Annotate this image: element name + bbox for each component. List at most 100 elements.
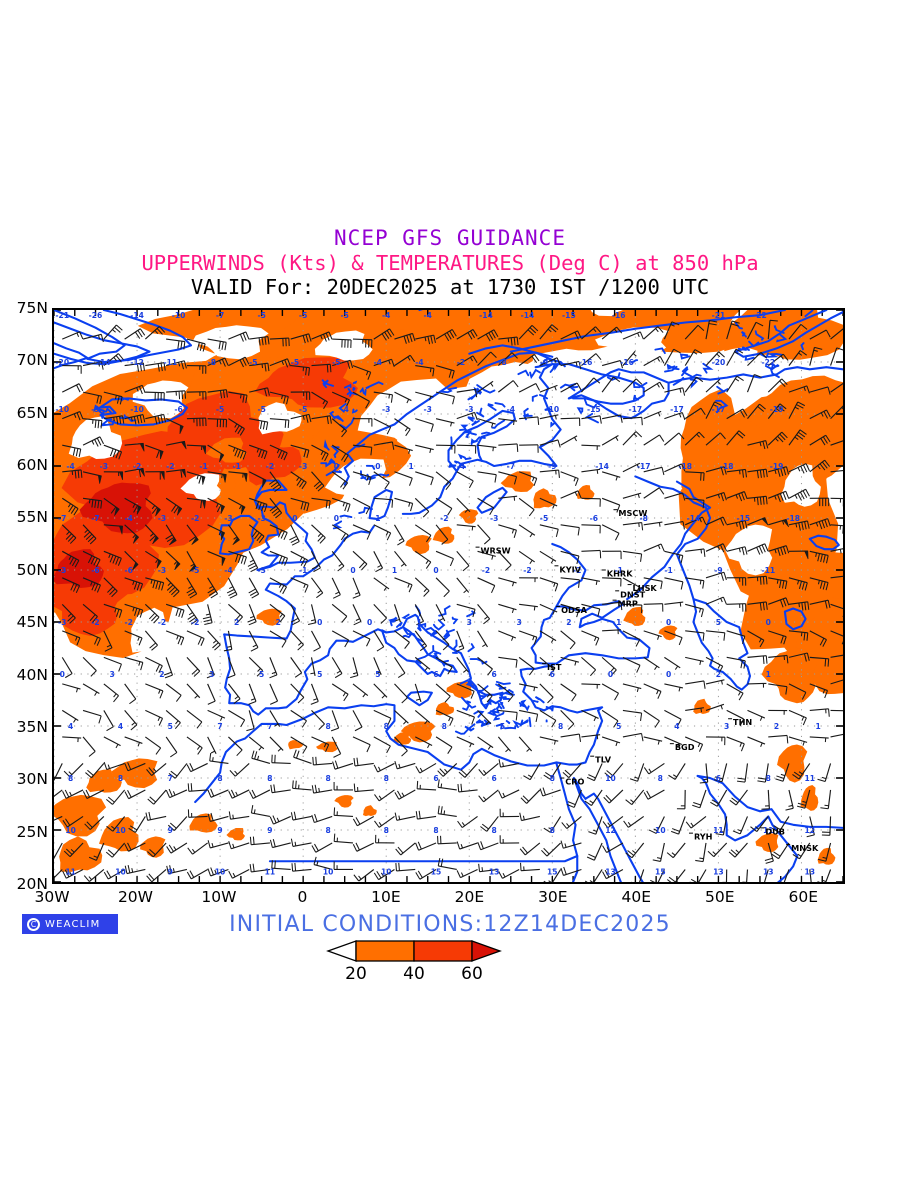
colorbar-segment-below-20[interactable] (326, 940, 357, 962)
temperature-value: -22 (753, 311, 767, 320)
lat-tick-65N: 65N (16, 403, 48, 422)
lon-tick-20E: 20E (454, 888, 485, 906)
temperature-value: 12 (805, 826, 816, 835)
temperature-value: -5 (299, 311, 307, 320)
temperature-value: 2 (566, 618, 571, 627)
city-label-khrk: KHRK (607, 568, 633, 578)
temperature-value: 0 (666, 670, 671, 679)
weaclim-logo: C WEACLIM (22, 914, 118, 934)
temperature-value: 8 (325, 826, 330, 835)
temperature-value: 5 (259, 670, 264, 679)
temperature-value: -6 (174, 405, 182, 414)
temperature-value: -8 (498, 358, 506, 367)
temperature-labels: -21 -26 -14 -10 -7 -5 -5 -5 -4 -4 -14 -14 -15 -16 -21-… (55, 311, 820, 876)
temperature-value: 10 (115, 868, 126, 877)
temperature-value: 0 (375, 462, 380, 471)
temperature-value: 10 (381, 868, 392, 877)
city-label-dnst: DNST (620, 589, 645, 599)
temperature-value: -26 (89, 311, 103, 320)
city-label-ist: IST (547, 662, 562, 672)
temperature-value: 5 (317, 670, 322, 679)
colorbar-segment-above-60[interactable] (471, 940, 502, 962)
temperature-value: -2 (133, 462, 141, 471)
temperature-value: 8 (325, 774, 330, 783)
temperature-value: 5 (716, 618, 721, 627)
temperature-value: -3 (257, 566, 265, 575)
temperature-value: -1 (232, 462, 240, 471)
temperature-value: -2 (191, 618, 199, 627)
temperature-value: 8 (433, 826, 438, 835)
temperature-value: -3 (224, 514, 232, 523)
colorbar-svg[interactable]: 20 40 60 (290, 938, 610, 988)
city-label-ryh: RYH (694, 832, 713, 842)
colorbar-tick-60: 60 (461, 964, 483, 984)
temperature-value: 13 (713, 868, 724, 877)
temperature-value: 15 (547, 868, 558, 877)
temperature-value: -5 (249, 358, 257, 367)
temperature-value: -2 (91, 618, 99, 627)
temperature-value: -15 (736, 514, 750, 523)
temperature-value: 4 (118, 722, 123, 731)
temperature-value: -16 (612, 311, 626, 320)
temperature-value: -1 (615, 566, 623, 575)
temperature-value: -2 (266, 462, 274, 471)
city-label-kyiv: KYIV (559, 564, 581, 574)
colorbar-segments[interactable] (326, 940, 502, 962)
temperature-value: -6 (91, 566, 99, 575)
city-label-mnsk: MNSK (791, 843, 819, 853)
lon-tick-30E: 30E (538, 888, 568, 906)
temperature-value: -16 (620, 358, 634, 367)
temperature-value: -4 (125, 514, 133, 523)
temperature-value: -14 (97, 358, 111, 367)
temperature-value: 5 (616, 722, 621, 731)
temperature-value: 2 (716, 670, 721, 679)
colorbar-segment-20-40[interactable] (355, 940, 415, 962)
temperature-value: -2 (191, 514, 199, 523)
temperature-value: -15 (587, 405, 601, 414)
temperature-value: -5 (332, 358, 340, 367)
city-label-lhsk: LHSK (633, 583, 658, 593)
temperature-value: 6 (433, 670, 438, 679)
temperature-value: 9 (267, 826, 272, 835)
temperature-value: -3 (424, 405, 432, 414)
temperature-value: 9 (168, 868, 173, 877)
temperature-value: 8 (658, 774, 663, 783)
temperature-value: 11 (65, 868, 76, 877)
temperature-value: 1 (815, 722, 820, 731)
temperature-value: 7 (267, 722, 272, 731)
weather-map[interactable]: -21 -26 -14 -10 -7 -5 -5 -5 -4 -4 -14 -14 -15 -16 -21-… (54, 310, 843, 882)
temperature-value: -1 (299, 566, 307, 575)
temperature-value: 10 (655, 826, 666, 835)
temperature-value: 10 (65, 826, 76, 835)
temperature-value: 0 (766, 618, 771, 627)
lon-tick-30W: 30W (34, 888, 70, 906)
temperature-value: -6 (590, 514, 598, 523)
temperature-value: -5 (341, 311, 349, 320)
temperature-value: 6 (716, 774, 721, 783)
temperature-value: -4 (415, 358, 423, 367)
temperature-value: -4 (374, 358, 382, 367)
temperature-value: 8 (384, 722, 389, 731)
temperature-value: -4 (457, 462, 465, 471)
temperature-value: -17 (670, 405, 684, 414)
logo-label: WEACLIM (45, 918, 101, 930)
temperature-value: 6 (492, 670, 497, 679)
colorbar-segment-40-60[interactable] (413, 940, 473, 962)
temperature-value: 10 (605, 774, 616, 783)
temperature-value: 8 (550, 826, 555, 835)
temperature-value: -18 (720, 462, 734, 471)
temperature-value: 8 (492, 826, 497, 835)
lat-tick-75N: 75N (16, 299, 48, 317)
wind-barbs (54, 319, 843, 882)
temperature-value: 6 (492, 774, 497, 783)
temperature-value: 3 (209, 670, 214, 679)
temperature-value: -2 (573, 566, 581, 575)
temperature-value: -10 (55, 405, 69, 414)
map-container[interactable]: -21 -26 -14 -10 -7 -5 -5 -5 -4 -4 -14 -14 -15 -16 -21-… (17, 299, 845, 906)
temperature-value: -17 (712, 405, 726, 414)
colorbar[interactable]: 20 40 60 (0, 938, 900, 988)
temperature-value: 10 (323, 868, 334, 877)
temperature-value: 4 (68, 722, 73, 731)
temperature-value: -5 (216, 405, 224, 414)
